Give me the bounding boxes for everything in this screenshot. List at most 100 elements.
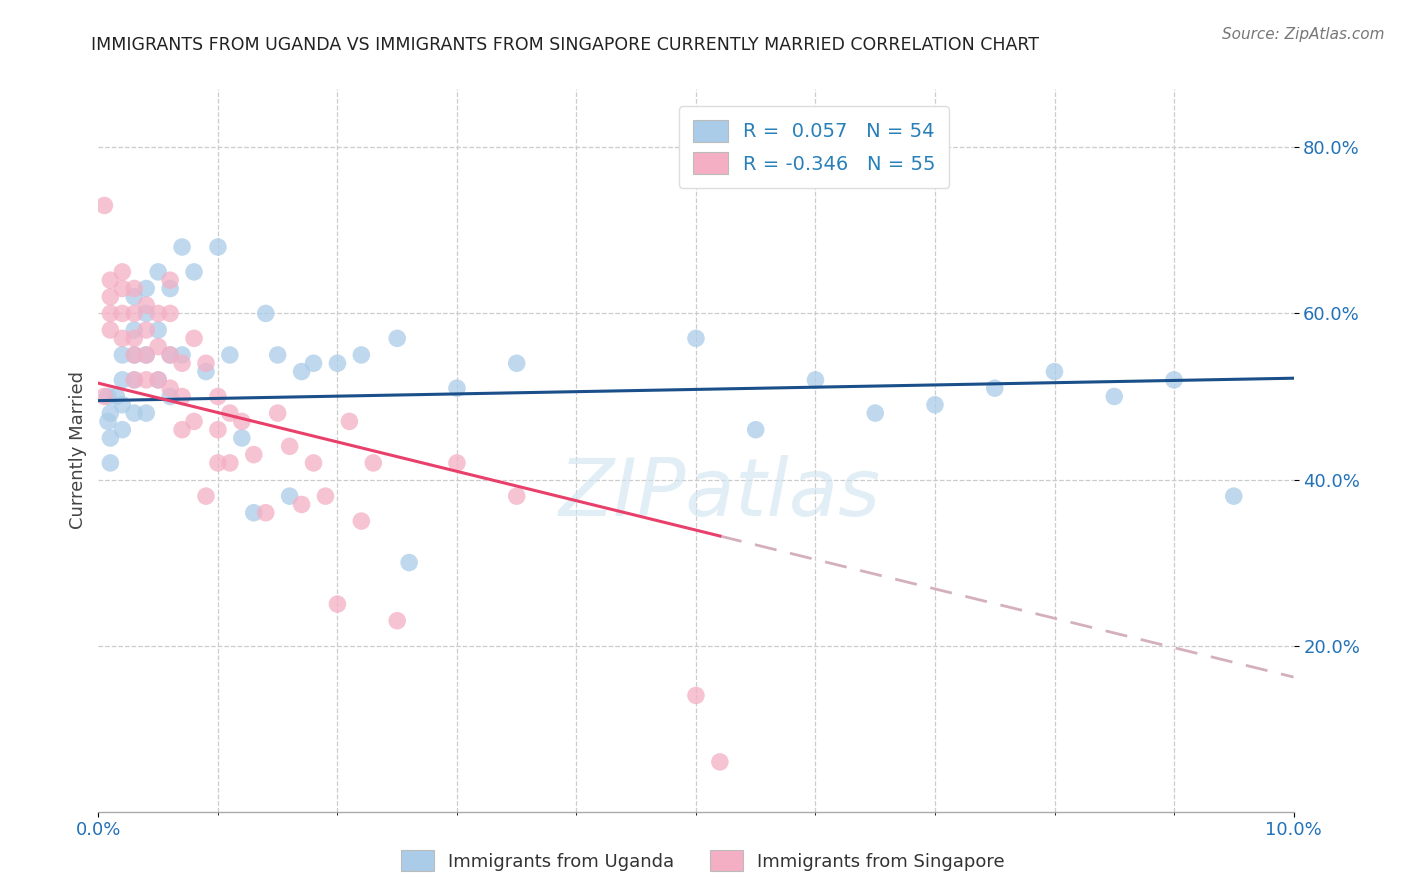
- Point: [159, 273, 181, 287]
- Point: [124, 348, 146, 362]
- Point: [93, 198, 115, 212]
- Point: [111, 306, 134, 320]
- Point: [111, 265, 134, 279]
- Point: [254, 506, 277, 520]
- Point: [984, 381, 1007, 395]
- Point: [363, 456, 385, 470]
- Point: [159, 348, 181, 362]
- Point: [267, 406, 290, 420]
- Point: [148, 323, 170, 337]
- Point: [865, 406, 887, 420]
- Legend: R =  0.057   N = 54, R = -0.346   N = 55: R = 0.057 N = 54, R = -0.346 N = 55: [679, 106, 949, 188]
- Point: [159, 348, 181, 362]
- Point: [124, 406, 146, 420]
- Point: [291, 498, 314, 512]
- Legend: Immigrants from Uganda, Immigrants from Singapore: Immigrants from Uganda, Immigrants from …: [394, 843, 1012, 879]
- Point: [148, 373, 170, 387]
- Point: [195, 365, 218, 379]
- Point: [183, 331, 205, 345]
- Point: [135, 306, 157, 320]
- Y-axis label: Currently Married: Currently Married: [69, 371, 87, 530]
- Point: [385, 331, 409, 345]
- Point: [219, 348, 242, 362]
- Point: [326, 356, 349, 370]
- Point: [148, 373, 170, 387]
- Point: [195, 489, 218, 503]
- Point: [159, 389, 181, 403]
- Point: [326, 597, 349, 611]
- Point: [745, 423, 768, 437]
- Point: [685, 689, 707, 703]
- Point: [111, 348, 134, 362]
- Text: ZIPatlas: ZIPatlas: [558, 455, 882, 533]
- Point: [1163, 373, 1185, 387]
- Point: [98, 456, 122, 470]
- Point: [124, 373, 146, 387]
- Point: [398, 556, 420, 570]
- Point: [243, 448, 266, 462]
- Point: [1043, 365, 1066, 379]
- Point: [135, 348, 157, 362]
- Point: [124, 306, 146, 320]
- Point: [267, 348, 290, 362]
- Point: [254, 306, 277, 320]
- Point: [97, 414, 120, 428]
- Point: [159, 306, 181, 320]
- Point: [685, 331, 707, 345]
- Point: [315, 489, 337, 503]
- Point: [172, 423, 194, 437]
- Point: [148, 265, 170, 279]
- Point: [111, 281, 134, 295]
- Point: [172, 389, 194, 403]
- Point: [124, 323, 146, 337]
- Point: [278, 489, 301, 503]
- Point: [98, 406, 122, 420]
- Point: [98, 306, 122, 320]
- Point: [172, 356, 194, 370]
- Point: [135, 348, 157, 362]
- Point: [135, 323, 157, 337]
- Point: [219, 456, 242, 470]
- Point: [183, 414, 205, 428]
- Point: [135, 298, 157, 312]
- Point: [111, 423, 134, 437]
- Point: [446, 456, 468, 470]
- Point: [207, 240, 229, 254]
- Point: [124, 373, 146, 387]
- Point: [98, 273, 122, 287]
- Point: [506, 489, 529, 503]
- Point: [350, 348, 373, 362]
- Point: [709, 755, 731, 769]
- Point: [105, 389, 128, 403]
- Point: [124, 331, 146, 345]
- Point: [135, 373, 157, 387]
- Point: [159, 381, 181, 395]
- Point: [804, 373, 827, 387]
- Point: [231, 414, 253, 428]
- Point: [93, 389, 115, 403]
- Point: [172, 348, 194, 362]
- Point: [111, 398, 134, 412]
- Point: [1223, 489, 1246, 503]
- Point: [98, 431, 122, 445]
- Point: [207, 456, 229, 470]
- Point: [350, 514, 373, 528]
- Point: [111, 331, 134, 345]
- Point: [135, 406, 157, 420]
- Point: [506, 356, 529, 370]
- Point: [124, 348, 146, 362]
- Point: [207, 389, 229, 403]
- Point: [339, 414, 361, 428]
- Point: [302, 456, 325, 470]
- Point: [385, 614, 409, 628]
- Point: [98, 323, 122, 337]
- Point: [124, 290, 146, 304]
- Point: [159, 281, 181, 295]
- Point: [924, 398, 946, 412]
- Point: [291, 365, 314, 379]
- Point: [231, 431, 253, 445]
- Point: [148, 306, 170, 320]
- Point: [148, 340, 170, 354]
- Point: [135, 281, 157, 295]
- Point: [97, 389, 120, 403]
